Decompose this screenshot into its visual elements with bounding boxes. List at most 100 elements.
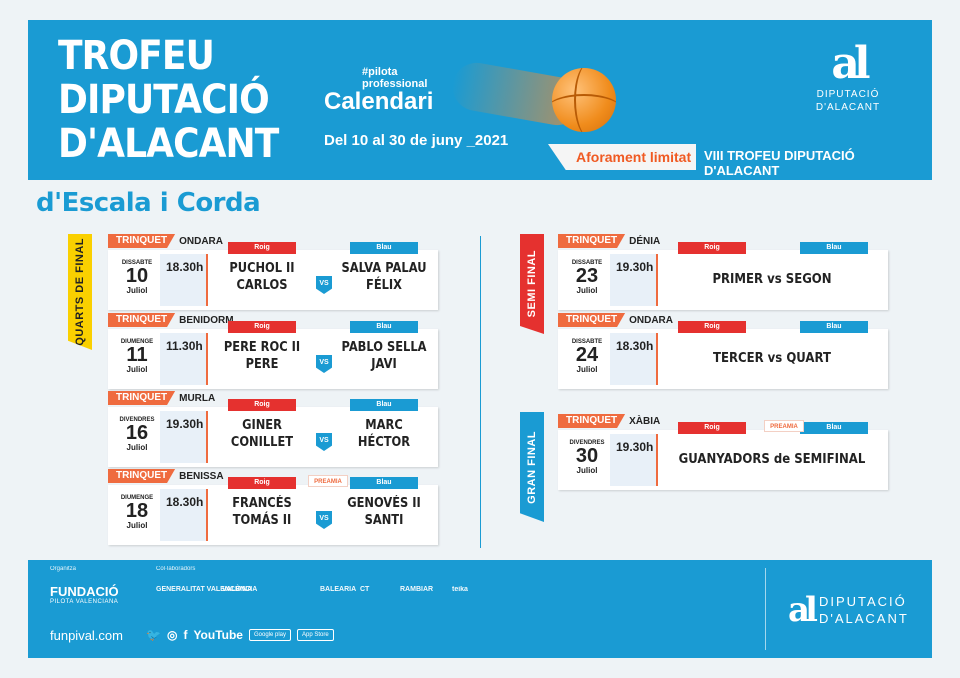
venue-row: TRINQUET XÀBIA xyxy=(558,414,660,428)
venue-row: TRINQUET ONDARA xyxy=(558,313,673,327)
google-play-badge[interactable]: Google play xyxy=(248,629,292,641)
organitza-label: Organitza xyxy=(50,566,77,572)
sponsor-ct: CT xyxy=(360,586,370,593)
diputacio-logo: al DIPUTACIÓ D'ALACANT xyxy=(800,40,896,114)
team-roig: FRANCÉS TOMÁS II xyxy=(232,496,292,528)
collab-label: Col·laboradors xyxy=(156,566,196,572)
section-final: GRAN FINAL xyxy=(520,412,544,522)
match-hour: 19.30h xyxy=(610,434,658,486)
date-box: DISSABTE 24 Juliol xyxy=(564,333,610,385)
venue-row: TRINQUET MURLA xyxy=(108,391,215,405)
match-card: TRINQUET DÉNIA DISSABTE 23 Juliol 19.30h… xyxy=(558,234,888,314)
instagram-icon[interactable]: ◎ xyxy=(166,628,178,642)
day-of-week: DIUMENGE xyxy=(120,339,154,345)
match-card: TRINQUET ONDARA DISSABTE 24 Juliol 18.30… xyxy=(558,313,888,393)
team-roig: GINER CONILLET xyxy=(230,418,294,450)
day-of-week: DISSABTE xyxy=(571,260,603,266)
sponsor-valencia: VALÈNCIA xyxy=(222,586,258,593)
day-of-week: DIUMENGE xyxy=(120,495,154,501)
matchup-text: GUANYADORS de SEMIFINAL xyxy=(678,452,866,467)
match-card: TRINQUET BENIDORM DIUMENGE 11 Juliol 11.… xyxy=(108,313,438,393)
section-semi: SEMI FINAL xyxy=(520,234,544,334)
footer-divider xyxy=(765,568,766,650)
match-card: TRINQUET MURLA DIVENDRES 16 Juliol 19.30… xyxy=(108,391,438,471)
vs-shield-icon: VS xyxy=(316,355,332,373)
logo-mark-icon: al xyxy=(831,38,870,89)
sponsor-teika: teika xyxy=(452,586,468,593)
roig-tag: Roig xyxy=(228,242,296,254)
matchup-text: TERCER vs QUART xyxy=(713,351,831,366)
logo-mark-icon: al xyxy=(788,590,818,630)
twitter-icon[interactable]: 🐦 xyxy=(146,628,161,642)
blau-tag: Blau xyxy=(800,422,868,434)
day-number: 24 xyxy=(575,344,599,366)
team-blau: GENOVÉS II SANTI xyxy=(347,496,421,528)
website-link[interactable]: funpival.com xyxy=(50,628,123,643)
trinquet-tag: TRINQUET xyxy=(558,414,626,428)
calendari-heading: Calendari xyxy=(324,88,434,115)
match-body: DISSABTE 10 Juliol 18.30h Roig Blau PUCH… xyxy=(108,242,438,310)
trinquet-tag: TRINQUET xyxy=(108,469,176,483)
blau-tag: Blau xyxy=(350,477,418,489)
hashtag: #pilota professional xyxy=(362,66,427,90)
blau-tag: Blau xyxy=(350,399,418,411)
team-blau: MARC HÉCTOR xyxy=(357,418,411,450)
trinquet-tag: TRINQUET xyxy=(108,313,176,327)
month: Juliol xyxy=(126,443,148,452)
roig-tag: Roig xyxy=(678,321,746,333)
facebook-icon[interactable]: f xyxy=(183,628,188,642)
trinquet-tag: TRINQUET xyxy=(558,313,626,327)
venue-row: TRINQUET DÉNIA xyxy=(558,234,660,248)
social-links: 🐦 ◎ f YouTube Google play App Store xyxy=(146,628,334,642)
day-number: 18 xyxy=(125,500,149,522)
day-of-week: DIVENDRES xyxy=(569,440,605,446)
venue-place: XÀBIA xyxy=(629,415,661,427)
month: Juliol xyxy=(576,286,598,295)
date-range: Del 10 al 30 de juny _2021 xyxy=(324,132,509,149)
youtube-icon[interactable]: YouTube xyxy=(193,628,243,642)
day-of-week: DISSABTE xyxy=(571,339,603,345)
sponsor-generalitat: GENERALITAT VALENCIANA xyxy=(156,586,253,593)
section-label: SEMI FINAL xyxy=(526,250,538,318)
trinquet-tag: TRINQUET xyxy=(108,234,176,248)
aforament-badge: Aforament limitat xyxy=(548,144,696,170)
match-body: DIVENDRES 30 Juliol 19.30h Roig Blau PREA… xyxy=(558,420,888,490)
match-body: DIVENDRES 16 Juliol 19.30h Roig Blau GIN… xyxy=(108,399,438,467)
month: Juliol xyxy=(126,365,148,374)
team-roig: PUCHOL II CARLOS xyxy=(229,261,295,293)
roig-tag: Roig xyxy=(228,399,296,411)
venue-place: ONDARA xyxy=(179,235,223,247)
section-label: GRAN FINAL xyxy=(526,430,538,504)
match-body: DISSABTE 24 Juliol 18.30h Roig Blau TERCE… xyxy=(558,321,888,389)
day-of-week: DISSABTE xyxy=(121,260,153,266)
venue-row: TRINQUET BENIDORM xyxy=(108,313,234,327)
team-roig: PERE ROC II PERE xyxy=(223,340,301,372)
venue-place: ONDARA xyxy=(629,314,673,326)
day-number: 30 xyxy=(575,445,599,467)
blau-tag: Blau xyxy=(800,242,868,254)
footer: Organitza Col·laboradors FUNDACIÓ PILOTA… xyxy=(28,560,932,658)
match-hour: 11.30h xyxy=(160,333,208,385)
day-number: 11 xyxy=(126,344,148,366)
header-band: TROFEU DIPUTACIÓ D'ALACANT #pilota profe… xyxy=(28,20,932,180)
match-hour: 18.30h xyxy=(610,333,658,385)
month: Juliol xyxy=(126,521,148,530)
date-box: DISSABTE 10 Juliol xyxy=(114,254,160,306)
blau-tag: Blau xyxy=(350,321,418,333)
blau-tag: Blau xyxy=(800,321,868,333)
logo-text: D'ALACANT xyxy=(818,611,909,626)
vs-shield-icon: VS xyxy=(316,511,332,529)
venue-place: BENISSA xyxy=(179,470,224,482)
day-number: 10 xyxy=(125,265,149,287)
date-box: DIUMENGE 18 Juliol xyxy=(114,489,160,541)
app-store-badge[interactable]: App Store xyxy=(297,629,334,641)
sponsor-balearia: BALEARIA xyxy=(320,586,357,593)
hashtag-line: professional xyxy=(362,78,428,90)
logo-text: DIPUTACIÓ xyxy=(816,89,880,100)
vs-shield-icon: VS xyxy=(316,433,332,451)
ball-icon xyxy=(552,68,616,132)
match-card: TRINQUET XÀBIA DIVENDRES 30 Juliol 19.30… xyxy=(558,414,888,494)
fundacio-sub: PILOTA VALENCIANA xyxy=(50,599,119,605)
roig-tag: Roig xyxy=(228,321,296,333)
